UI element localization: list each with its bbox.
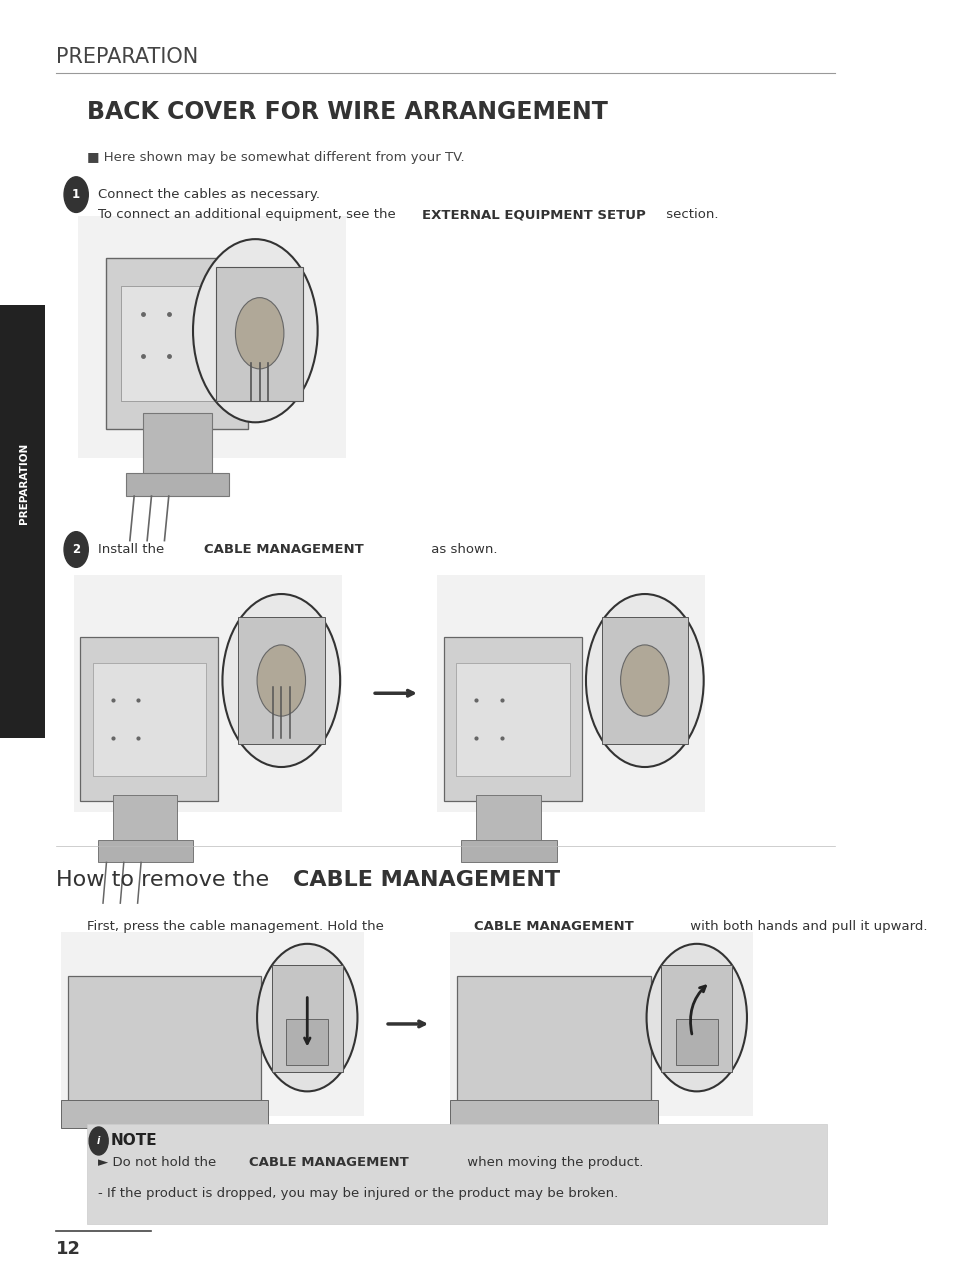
Circle shape (256, 645, 305, 716)
Circle shape (64, 532, 89, 567)
Text: 12: 12 (56, 1240, 81, 1258)
FancyBboxPatch shape (112, 795, 177, 843)
FancyBboxPatch shape (286, 1019, 328, 1065)
Text: NOTE: NOTE (111, 1133, 157, 1149)
Text: CABLE MANAGEMENT: CABLE MANAGEMENT (249, 1156, 409, 1169)
Text: First, press the cable management. Hold the: First, press the cable management. Hold … (87, 920, 387, 932)
Text: ► Do not hold the: ► Do not hold the (98, 1156, 220, 1169)
Text: with both hands and pull it upward.: with both hands and pull it upward. (685, 920, 927, 932)
Circle shape (256, 944, 357, 1091)
FancyBboxPatch shape (107, 258, 248, 429)
FancyBboxPatch shape (450, 1100, 658, 1128)
FancyBboxPatch shape (450, 932, 752, 1116)
FancyBboxPatch shape (121, 286, 233, 401)
FancyBboxPatch shape (443, 637, 581, 801)
FancyBboxPatch shape (216, 267, 303, 401)
Circle shape (646, 944, 746, 1091)
FancyBboxPatch shape (0, 305, 45, 738)
FancyBboxPatch shape (436, 575, 704, 812)
Text: CABLE MANAGEMENT: CABLE MANAGEMENT (293, 870, 559, 890)
FancyBboxPatch shape (92, 663, 206, 776)
Text: EXTERNAL EQUIPMENT SETUP: EXTERNAL EQUIPMENT SETUP (422, 209, 645, 221)
FancyBboxPatch shape (461, 840, 556, 862)
FancyBboxPatch shape (80, 637, 218, 801)
Circle shape (64, 177, 89, 212)
Text: as shown.: as shown. (426, 543, 497, 556)
FancyBboxPatch shape (143, 413, 212, 477)
FancyBboxPatch shape (272, 965, 342, 1072)
Text: BACK COVER FOR WIRE ARRANGEMENT: BACK COVER FOR WIRE ARRANGEMENT (87, 100, 607, 123)
FancyBboxPatch shape (456, 663, 569, 776)
Text: section.: section. (661, 209, 718, 221)
FancyBboxPatch shape (238, 617, 324, 744)
Circle shape (235, 298, 284, 369)
Text: Connect the cables as necessary.: Connect the cables as necessary. (98, 188, 319, 201)
FancyBboxPatch shape (87, 1124, 825, 1224)
Text: How to remove the: How to remove the (56, 870, 276, 890)
Text: 1: 1 (72, 188, 80, 201)
Circle shape (585, 594, 703, 767)
FancyBboxPatch shape (61, 1100, 268, 1128)
Text: Install the: Install the (98, 543, 168, 556)
FancyBboxPatch shape (476, 795, 540, 843)
Text: when moving the product.: when moving the product. (462, 1156, 642, 1169)
Text: PREPARATION: PREPARATION (56, 47, 198, 67)
Circle shape (89, 1127, 108, 1155)
FancyBboxPatch shape (78, 216, 346, 458)
FancyBboxPatch shape (456, 976, 650, 1108)
FancyBboxPatch shape (676, 1019, 717, 1065)
FancyBboxPatch shape (68, 976, 261, 1108)
Text: i: i (97, 1136, 100, 1146)
Text: CABLE MANAGEMENT: CABLE MANAGEMENT (474, 920, 634, 932)
Text: - If the product is dropped, you may be injured or the product may be broken.: - If the product is dropped, you may be … (98, 1187, 618, 1199)
Circle shape (222, 594, 340, 767)
FancyBboxPatch shape (73, 575, 341, 812)
Text: ■ Here shown may be somewhat different from your TV.: ■ Here shown may be somewhat different f… (87, 151, 464, 164)
FancyBboxPatch shape (61, 932, 363, 1116)
Text: To connect an additional equipment, see the: To connect an additional equipment, see … (98, 209, 399, 221)
Text: 2: 2 (72, 543, 80, 556)
Text: PREPARATION: PREPARATION (19, 443, 30, 524)
Text: CABLE MANAGEMENT: CABLE MANAGEMENT (204, 543, 364, 556)
Circle shape (620, 645, 668, 716)
FancyBboxPatch shape (98, 840, 193, 862)
FancyBboxPatch shape (660, 965, 732, 1072)
Circle shape (193, 239, 317, 422)
FancyBboxPatch shape (601, 617, 687, 744)
FancyBboxPatch shape (126, 473, 229, 496)
